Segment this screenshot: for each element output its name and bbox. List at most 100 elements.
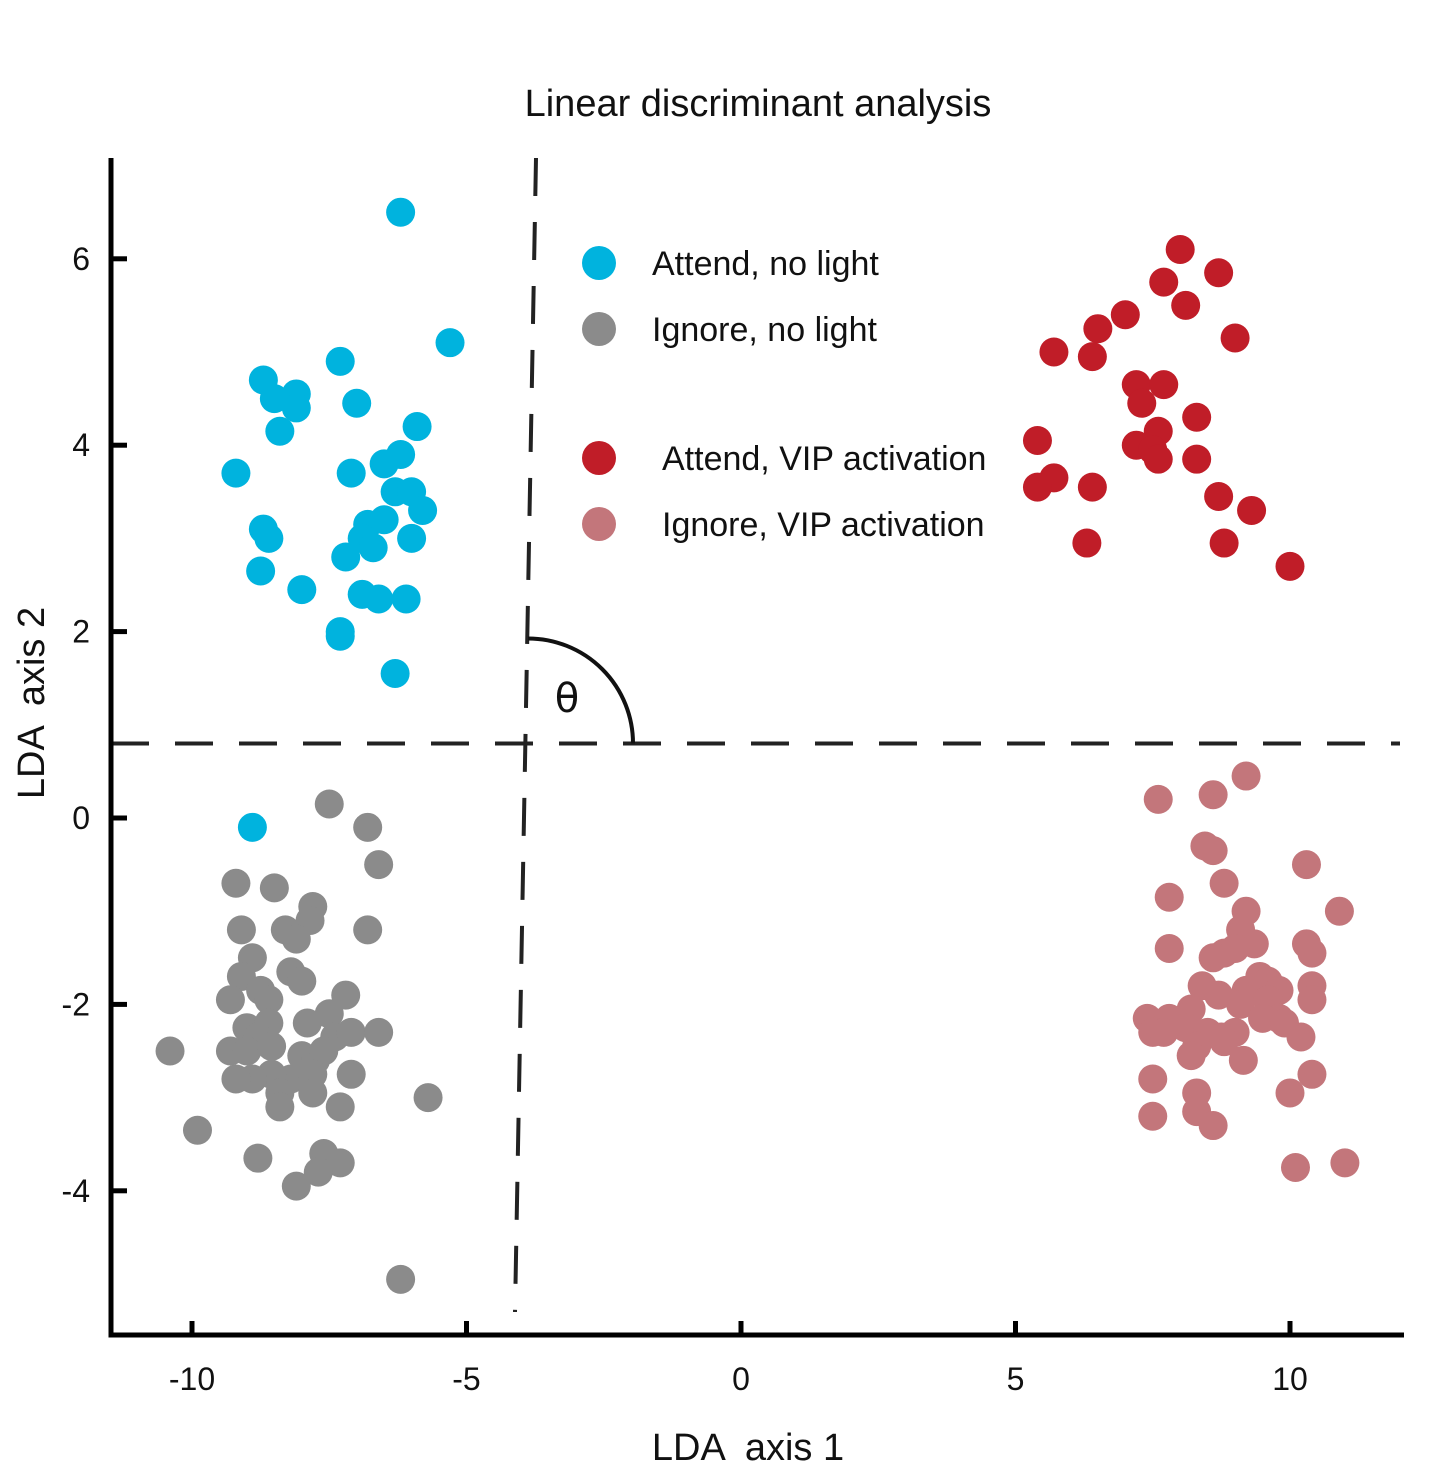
data-point [336, 1059, 366, 1089]
series-3 [1132, 761, 1360, 1182]
data-point [1291, 850, 1321, 880]
data-point [331, 542, 361, 572]
data-point [358, 533, 388, 563]
data-point [1149, 267, 1179, 297]
data-point [246, 556, 276, 586]
data-point [1280, 1153, 1310, 1182]
data-point [287, 575, 317, 605]
vertical-reference-line [513, 157, 538, 1313]
legend-item: Ignore, VIP activation [582, 506, 985, 544]
data-point [391, 584, 421, 614]
series-1 [155, 789, 443, 1294]
data-point [325, 1092, 355, 1122]
y-tick-label: -2 [62, 986, 90, 1022]
legend-item: Attend, no light [582, 245, 879, 283]
y-tick-label: 4 [72, 427, 90, 463]
data-point [1209, 528, 1239, 558]
data-point [254, 985, 284, 1015]
data-point [1143, 444, 1173, 474]
data-point [1248, 1003, 1278, 1033]
data-point [1204, 258, 1234, 288]
data-point [1072, 528, 1102, 558]
data-point [1204, 980, 1234, 1010]
data-point [386, 440, 416, 470]
data-point [303, 1157, 333, 1187]
data-point [1237, 495, 1267, 525]
data-point [257, 1031, 287, 1061]
chart-title: Linear discriminant analysis [525, 83, 992, 125]
data-point [1297, 985, 1327, 1015]
theta-annotation: θ [555, 676, 579, 722]
data-point [1228, 1045, 1258, 1075]
data-point [1022, 472, 1052, 502]
data-point [1110, 300, 1140, 330]
x-tick-label: 5 [1007, 1361, 1025, 1397]
theta-angle-arc [527, 636, 635, 744]
axes: -10 -5 0 5 10 -4 -2 0 2 4 6 [62, 158, 1404, 1397]
legend-item: Ignore, no light [582, 311, 877, 349]
data-point [309, 1036, 339, 1066]
legend-label: Attend, no light [652, 245, 879, 283]
legend-label: Ignore, VIP activation [662, 506, 985, 544]
y-tick-label: 2 [72, 614, 90, 650]
data-point [1330, 1148, 1360, 1178]
data-point [1083, 314, 1113, 344]
data-point [1198, 836, 1228, 866]
legend-marker [582, 441, 616, 475]
x-tick-label: 0 [732, 1361, 750, 1397]
reference-lines: θ [111, 157, 1400, 1313]
data-point [331, 980, 361, 1010]
data-point [1127, 388, 1157, 418]
data-point [221, 1064, 251, 1094]
data-point [298, 1078, 328, 1108]
data-point [226, 915, 256, 945]
data-point [336, 1017, 366, 1047]
data-point [353, 915, 383, 945]
legend-label: Ignore, no light [652, 311, 877, 349]
data-point [1198, 780, 1228, 810]
data-point [232, 1036, 262, 1066]
series-2 [1022, 234, 1305, 581]
x-tick-label: -10 [169, 1361, 215, 1397]
data-point [1022, 426, 1052, 456]
legend-marker [582, 246, 616, 280]
data-point [221, 458, 251, 488]
y-axis-title: LDA axis 2 [11, 607, 53, 799]
data-point [413, 1083, 443, 1113]
data-point [237, 812, 267, 842]
data-point [314, 789, 344, 819]
data-point [1171, 290, 1201, 320]
data-point [369, 505, 399, 535]
data-point [386, 1264, 416, 1294]
legend: Attend, no light Ignore, no light Attend, … [582, 245, 986, 544]
data-point [1182, 444, 1212, 474]
data-points [155, 197, 1360, 1294]
data-point [402, 412, 432, 442]
data-point [265, 416, 295, 446]
data-point [1077, 472, 1107, 502]
data-point [1176, 1041, 1206, 1071]
data-point [1324, 896, 1354, 926]
data-point [254, 523, 284, 553]
data-point [314, 999, 344, 1029]
data-point [380, 659, 410, 689]
data-point [1209, 868, 1239, 898]
data-point [1226, 989, 1256, 1019]
data-point [1077, 342, 1107, 372]
data-point [182, 1115, 212, 1145]
data-point [259, 384, 289, 414]
legend-label: Attend, VIP activation [662, 440, 986, 478]
data-point [281, 1171, 311, 1201]
data-point [325, 346, 355, 376]
data-point [1138, 1064, 1168, 1094]
data-point [1149, 1017, 1179, 1047]
data-point [336, 458, 366, 488]
data-point [364, 1017, 394, 1047]
data-point [435, 328, 465, 358]
data-point [325, 1148, 355, 1178]
y-tick-label: 0 [72, 800, 90, 836]
data-point [1149, 370, 1179, 400]
data-point [281, 393, 311, 423]
data-point [287, 966, 317, 996]
data-point [265, 1092, 295, 1122]
